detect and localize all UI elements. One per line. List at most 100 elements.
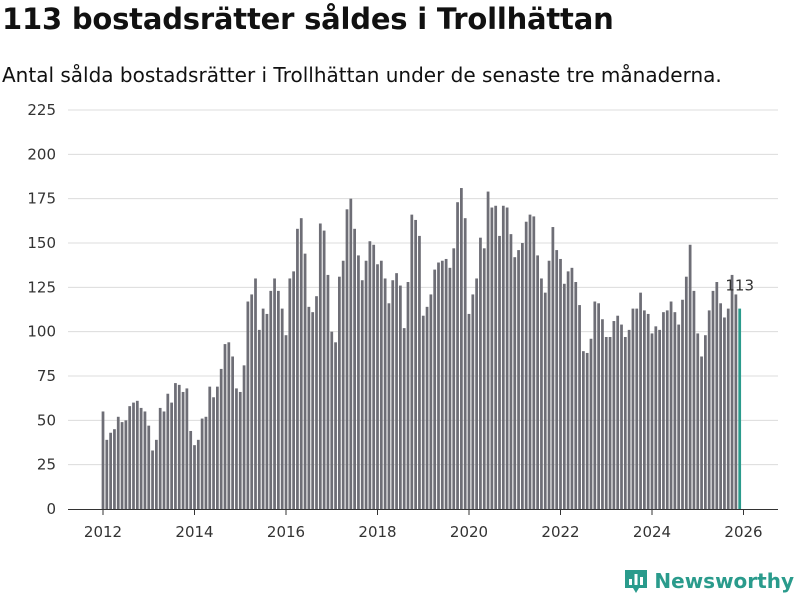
bar [479, 237, 482, 509]
bar-highlight [738, 308, 742, 509]
bar [589, 338, 593, 509]
bar [467, 313, 471, 509]
bar [406, 282, 410, 509]
bar [254, 278, 257, 509]
bar [250, 294, 254, 509]
x-tick-label: 2024 [633, 523, 671, 541]
bar [292, 271, 295, 509]
bar [540, 278, 543, 509]
bar [604, 336, 608, 509]
data-labels: 113 [725, 277, 754, 295]
chart-subtitle: Antal sålda bostadsrätter i Trollhättan … [2, 63, 722, 87]
x-tick-label: 2012 [84, 523, 122, 541]
bar [597, 303, 600, 509]
bar [170, 402, 173, 509]
x-tick-label: 2016 [267, 523, 305, 541]
bar [372, 244, 376, 509]
bar [242, 365, 246, 509]
y-tick-label: 100 [27, 323, 56, 341]
bar [650, 333, 654, 509]
bar [555, 250, 559, 509]
bar [410, 214, 414, 509]
bar [684, 276, 688, 509]
bar [139, 407, 143, 509]
bar [658, 329, 661, 509]
bar [505, 207, 509, 509]
bar [620, 324, 623, 509]
x-tick-label: 2018 [358, 523, 396, 541]
bar [227, 342, 231, 509]
bar [726, 308, 730, 509]
bar [612, 321, 616, 509]
bar [231, 356, 234, 509]
bar [181, 391, 185, 509]
bar [132, 402, 135, 509]
bar [513, 257, 517, 509]
bar [429, 294, 433, 509]
bar [105, 439, 109, 509]
bar [704, 335, 707, 509]
bar [524, 221, 528, 509]
bar [444, 258, 448, 509]
y-tick-label: 50 [37, 411, 56, 429]
bar [299, 218, 303, 510]
bar [486, 191, 490, 509]
bar [528, 214, 532, 509]
bar [669, 301, 673, 509]
bar [399, 285, 402, 509]
bar [383, 278, 387, 509]
y-tick-label: 0 [46, 500, 56, 518]
bar [364, 260, 368, 509]
bar [559, 258, 562, 509]
bar [135, 400, 139, 509]
bar [688, 244, 692, 509]
bar [551, 227, 555, 510]
brand-logo: Newsworthy [624, 568, 794, 594]
bar [158, 407, 162, 509]
bar [315, 296, 318, 509]
bar [711, 290, 715, 509]
bar [677, 324, 681, 509]
bar [196, 439, 200, 509]
bar [448, 267, 452, 509]
bar [296, 228, 299, 509]
bar [692, 290, 696, 509]
bar [601, 319, 604, 509]
y-axis: 0 25 50 75 100 125 150 175 200 225 [27, 101, 56, 518]
bar [338, 276, 341, 509]
brand-name: Newsworthy [654, 569, 794, 593]
bar [376, 264, 379, 509]
bar [193, 445, 196, 509]
bar [307, 306, 311, 509]
bar [421, 315, 425, 509]
bar [113, 429, 116, 509]
bar [174, 383, 177, 509]
bar [303, 253, 307, 509]
bar [570, 267, 574, 509]
bar [452, 248, 456, 509]
bar [189, 430, 193, 509]
y-tick-label: 75 [37, 367, 56, 385]
bar [246, 301, 250, 509]
bar [322, 230, 326, 509]
bar [635, 308, 639, 509]
y-tick-label: 125 [27, 278, 56, 296]
bar [585, 352, 589, 509]
bar [547, 260, 551, 509]
y-tick-label: 150 [27, 234, 56, 252]
bar [471, 294, 475, 509]
bar [608, 336, 612, 509]
y-tick-label: 200 [27, 145, 56, 163]
bar [700, 356, 703, 509]
bar [166, 393, 170, 509]
bar [475, 278, 478, 509]
bar [662, 312, 665, 509]
bar [147, 425, 151, 509]
bar [284, 335, 288, 509]
bar [719, 303, 722, 509]
bar [334, 342, 337, 509]
bar [730, 274, 734, 509]
bar [265, 313, 269, 509]
bar [330, 331, 334, 509]
bar [177, 384, 181, 509]
